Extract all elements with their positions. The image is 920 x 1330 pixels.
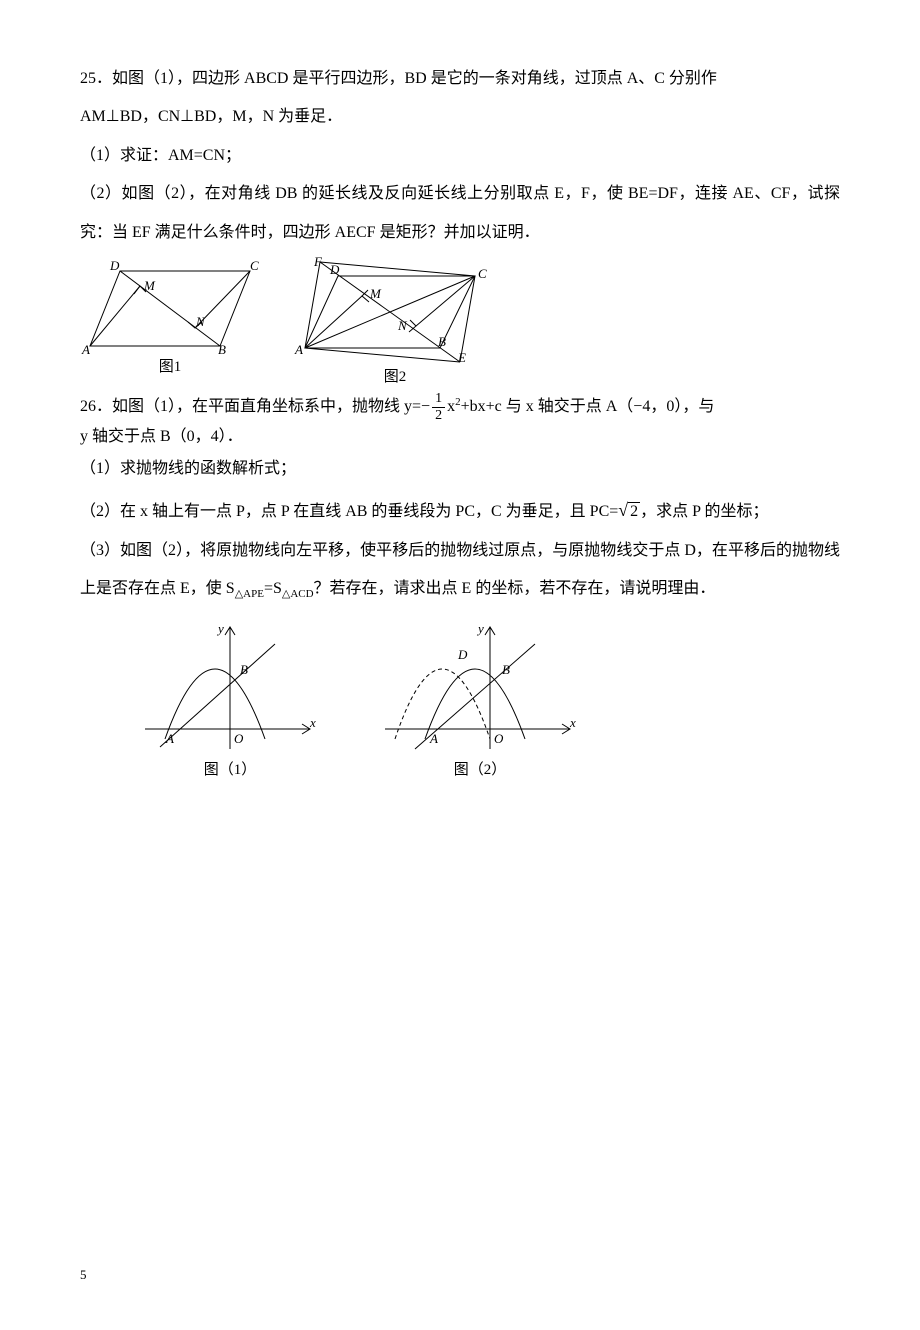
svg-text:y: y [216,621,224,636]
q25-fig1-caption: 图1 [80,358,260,376]
svg-text:O: O [494,731,504,746]
svg-text:B: B [218,342,226,356]
sqrt-2: √2 [618,503,640,520]
neg-sign-2: − [633,398,642,415]
q25-line1: 25．如图（1），四边形 ABCD 是平行四边形，BD 是它的一条对角线，过顶点… [80,60,840,98]
q26-figures: x y O A B 图（1） [140,619,840,779]
q25-part2: （2）如图（2），在对角线 DB 的延长线及反向延长线上分别取点 E，F，使 B… [80,175,840,252]
q26-fig1-svg: x y O A B [140,619,320,759]
svg-text:A: A [429,731,438,746]
svg-text:C: C [250,258,259,273]
q25-fig2-group: A B C D M N E F 图2 [290,256,500,386]
q26-fig2-caption: 图（2） [380,761,580,779]
svg-text:B: B [502,662,510,677]
svg-text:M: M [369,286,382,301]
svg-text:x: x [569,715,576,730]
q26-stem: 26．如图（1），在平面直角坐标系中，抛物线 y=−12x2+bx+c 与 x … [80,392,840,450]
svg-text:N: N [397,318,408,333]
q26-number: 26． [80,398,112,415]
page-number: 5 [80,1259,840,1290]
q25-fig2-caption: 图2 [290,368,500,386]
svg-text:C: C [478,266,487,281]
svg-text:O: O [234,731,244,746]
q26-fig1-caption: 图（1） [140,761,320,779]
svg-text:D: D [329,262,340,277]
q25-fig1-group: A B C D M N 图1 [80,256,260,376]
q25-line2: AM⊥BD，CN⊥BD，M，N 为垂足． [80,98,840,136]
svg-text:B: B [438,334,446,349]
svg-text:N: N [195,314,206,329]
q26-part3: （3）如图（2），将原抛物线向左平移，使平移后的抛物线过原点，与原抛物线交于点 … [80,532,840,609]
q25-fig1-svg: A B C D M N [80,256,260,356]
svg-text:F: F [313,256,323,269]
svg-text:D: D [457,647,468,662]
q26-part2: （2）在 x 轴上有一点 P，点 P 在直线 AB 的垂线段为 PC，C 为垂足… [80,489,840,532]
svg-text:A: A [81,342,90,356]
svg-text:A: A [294,342,303,357]
svg-text:M: M [143,278,156,293]
q26-part1: （1）求抛物线的函数解析式； [80,450,840,488]
svg-text:D: D [109,258,120,273]
svg-text:B: B [240,662,248,677]
q25-number: 25． [80,70,112,87]
neg-sign: − [421,398,430,415]
q26-fig2-group: x y O A B D 图（2） [380,619,580,779]
q25-figures: A B C D M N 图1 [80,256,840,386]
q25-part1: （1）求证：AM=CN； [80,137,840,175]
svg-text:A: A [165,731,174,746]
q26-fig2-svg: x y O A B D [380,619,580,759]
svg-text:x: x [309,715,316,730]
q26-fig1-group: x y O A B 图（1） [140,619,320,779]
svg-text:y: y [476,621,484,636]
q25-fig2-svg: A B C D M N E F [290,256,500,366]
fraction-half: 12 [432,392,445,423]
svg-text:E: E [457,350,466,365]
